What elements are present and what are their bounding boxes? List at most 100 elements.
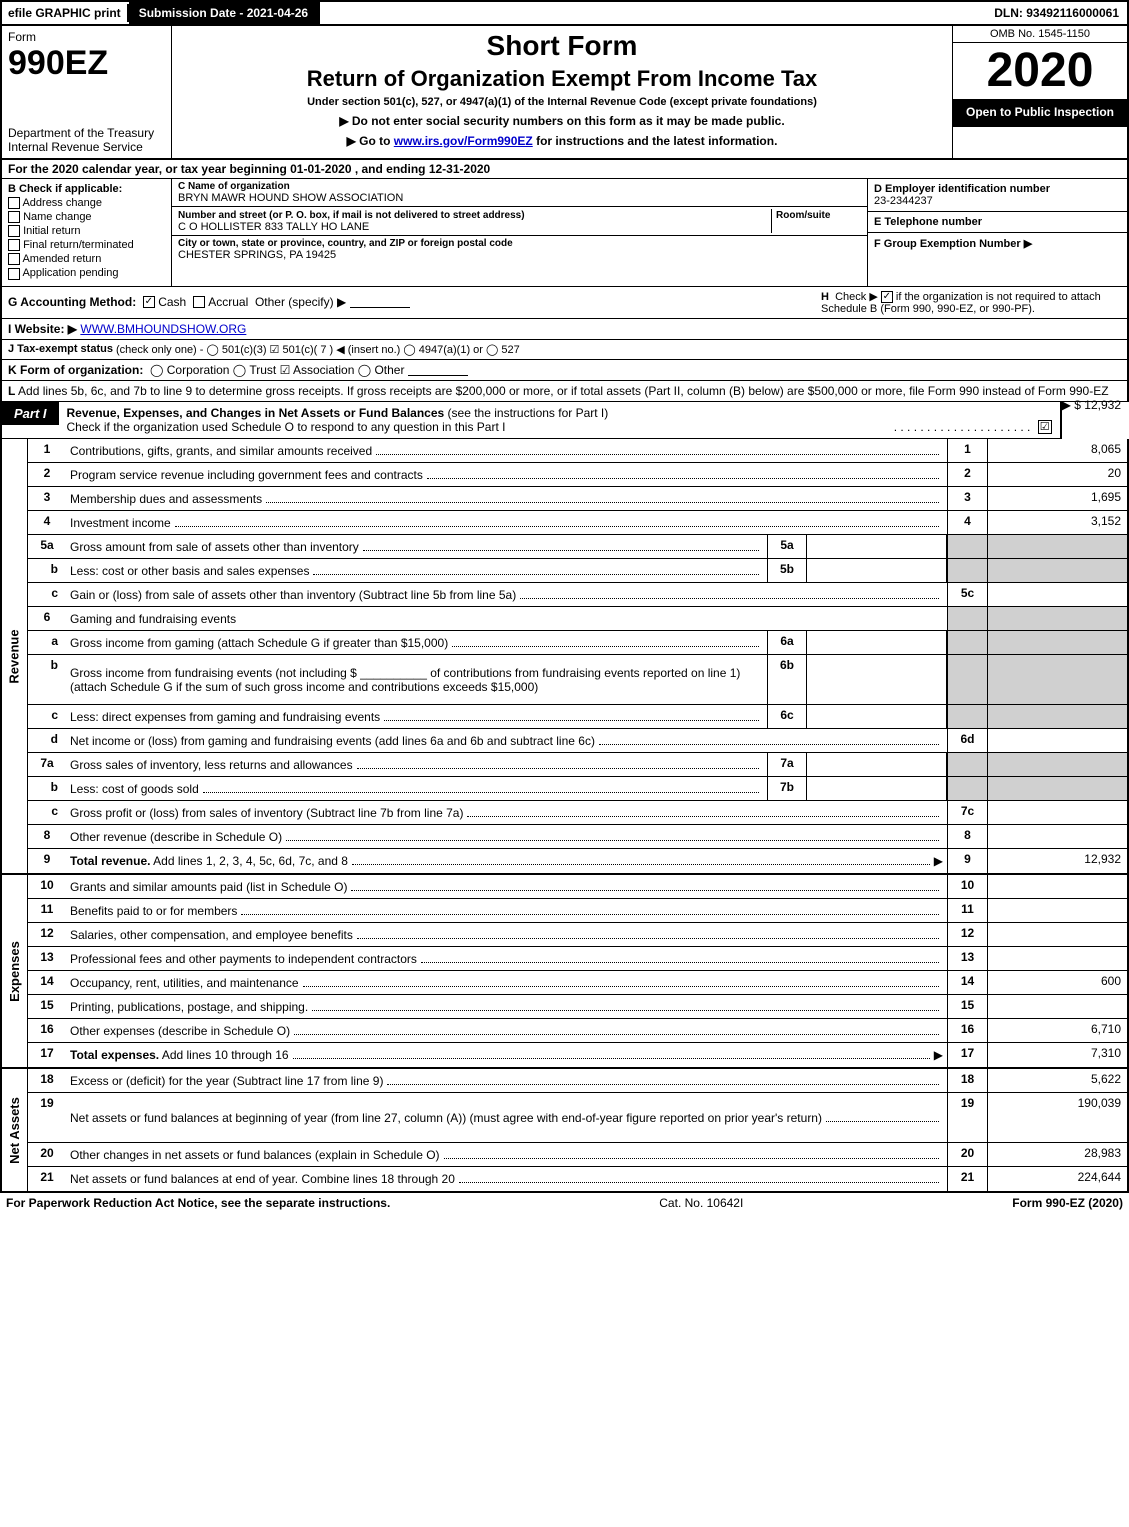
line-right-value (987, 825, 1127, 848)
line-number: 20 (28, 1143, 66, 1166)
goto-prefix: ▶ Go to (347, 134, 394, 148)
line-right-number: 5c (947, 583, 987, 606)
line-number: 10 (28, 875, 66, 898)
line-description: Total revenue. Add lines 1, 2, 3, 4, 5c,… (66, 849, 947, 873)
line-right-value (987, 631, 1127, 654)
form-word: Form (8, 30, 165, 44)
line-number: 19 (28, 1093, 66, 1142)
line-row: dNet income or (loss) from gaming and fu… (28, 729, 1127, 753)
line-right-value (987, 729, 1127, 752)
line-row: bGross income from fundraising events (n… (28, 655, 1127, 705)
line-row: bLess: cost of goods sold7b (28, 777, 1127, 801)
line-number: c (28, 705, 66, 728)
line-number: 5a (28, 535, 66, 558)
line-right-value (987, 559, 1127, 582)
g-label: G Accounting Method: (8, 295, 136, 309)
no-ssn-notice: ▶ Do not enter social security numbers o… (178, 114, 946, 128)
website-link[interactable]: WWW.BMHOUNDSHOW.ORG (80, 322, 246, 336)
line-mid-value (807, 631, 947, 654)
line-right-value: 190,039 (987, 1093, 1127, 1142)
efile-print-label[interactable]: efile GRAPHIC print (2, 4, 129, 22)
irs-label: Internal Revenue Service (8, 140, 165, 154)
part1-subtitle: (see the instructions for Part I) (448, 406, 609, 420)
goto-link[interactable]: www.irs.gov/Form990EZ (394, 134, 533, 148)
line-right-number (947, 705, 987, 728)
other-specify-input[interactable] (350, 296, 410, 308)
arrow-icon: ▶ (934, 1048, 943, 1062)
line-number: 2 (28, 463, 66, 486)
line-number: 4 (28, 511, 66, 534)
return-title: Return of Organization Exempt From Incom… (178, 66, 946, 92)
line-mid-number: 6c (767, 705, 807, 728)
k-other-input[interactable] (408, 364, 468, 376)
chk-name-change[interactable]: Name change (8, 211, 165, 223)
line-number: b (28, 655, 66, 704)
c-name-label: C Name of organization (178, 181, 290, 192)
line-row: 6Gaming and fundraising events (28, 607, 1127, 631)
top-bar: efile GRAPHIC print Submission Date - 20… (0, 0, 1129, 26)
line-right-number: 10 (947, 875, 987, 898)
revenue-section-label: Revenue (2, 439, 28, 873)
line-description: Other expenses (describe in Schedule O) (66, 1019, 947, 1042)
line-right-number: 18 (947, 1069, 987, 1092)
form-number: 990EZ (8, 44, 165, 83)
chk-schedule-o[interactable]: ☑ (1038, 420, 1052, 434)
e-phone-label: E Telephone number (874, 216, 982, 228)
chk-initial-return[interactable]: Initial return (8, 225, 165, 237)
chk-application-pending[interactable]: Application pending (8, 267, 165, 279)
chk-schedule-b[interactable]: ✓ (881, 291, 893, 303)
tax-year: 2020 (953, 43, 1127, 99)
row-j: J Tax-exempt status (check only one) - ◯… (0, 340, 1129, 360)
line-right-number: 13 (947, 947, 987, 970)
line-right-number (947, 535, 987, 558)
line-row: 17Total expenses. Add lines 10 through 1… (28, 1043, 1127, 1067)
chk-cash[interactable]: ✓ (143, 296, 155, 308)
revenue-table: Revenue 1Contributions, gifts, grants, a… (0, 439, 1129, 875)
line-mid-value (807, 753, 947, 776)
header-center: Short Form Return of Organization Exempt… (172, 26, 952, 158)
line-number: 18 (28, 1069, 66, 1092)
netassets-table: Net Assets 18Excess or (deficit) for the… (0, 1069, 1129, 1193)
expenses-section-label: Expenses (2, 875, 28, 1067)
chk-final-return[interactable]: Final return/terminated (8, 239, 165, 251)
line-right-value (987, 995, 1127, 1018)
line-right-number: 8 (947, 825, 987, 848)
ein-value: 23-2344237 (874, 195, 933, 207)
f-group-label: F Group Exemption Number ▶ (874, 238, 1032, 250)
line-row: 21Net assets or fund balances at end of … (28, 1167, 1127, 1191)
line-number: b (28, 559, 66, 582)
line-right-number (947, 631, 987, 654)
chk-accrual[interactable] (193, 296, 205, 308)
period-text: For the 2020 calendar year, or tax year … (8, 162, 490, 176)
line-row: 4Investment income43,152 (28, 511, 1127, 535)
line-description: Gross income from gaming (attach Schedul… (66, 631, 767, 654)
line-description: Other revenue (describe in Schedule O) (66, 825, 947, 848)
line-description: Excess or (deficit) for the year (Subtra… (66, 1069, 947, 1092)
line-description: Net assets or fund balances at beginning… (66, 1093, 947, 1142)
line-row: 12Salaries, other compensation, and empl… (28, 923, 1127, 947)
line-right-value: 600 (987, 971, 1127, 994)
line-description: Total expenses. Add lines 10 through 16▶ (66, 1043, 947, 1067)
d-ein-label: D Employer identification number (874, 183, 1050, 195)
line-right-value (987, 655, 1127, 704)
section-def: D Employer identification number 23-2344… (867, 179, 1127, 286)
c-addr-label: Number and street (or P. O. box, if mail… (178, 210, 525, 221)
line-right-number (947, 655, 987, 704)
arrow-icon: ▶ (934, 854, 943, 868)
line-row: 3Membership dues and assessments31,695 (28, 487, 1127, 511)
line-description: Gain or (loss) from sale of assets other… (66, 583, 947, 606)
chk-amended-return[interactable]: Amended return (8, 253, 165, 265)
h-label: H (821, 291, 829, 303)
l-text: Add lines 5b, 6c, and 7b to line 9 to de… (18, 384, 1109, 398)
line-number: 9 (28, 849, 66, 873)
part1-label: Part I (2, 402, 59, 425)
expenses-table: Expenses 10Grants and similar amounts pa… (0, 875, 1129, 1069)
line-right-number: 11 (947, 899, 987, 922)
line-right-value: 28,983 (987, 1143, 1127, 1166)
line-mid-value (807, 559, 947, 582)
line-description: Membership dues and assessments (66, 487, 947, 510)
line-row: aGross income from gaming (attach Schedu… (28, 631, 1127, 655)
page-footer: For Paperwork Reduction Act Notice, see … (0, 1193, 1129, 1213)
line-mid-number: 6a (767, 631, 807, 654)
chk-address-change[interactable]: Address change (8, 197, 165, 209)
